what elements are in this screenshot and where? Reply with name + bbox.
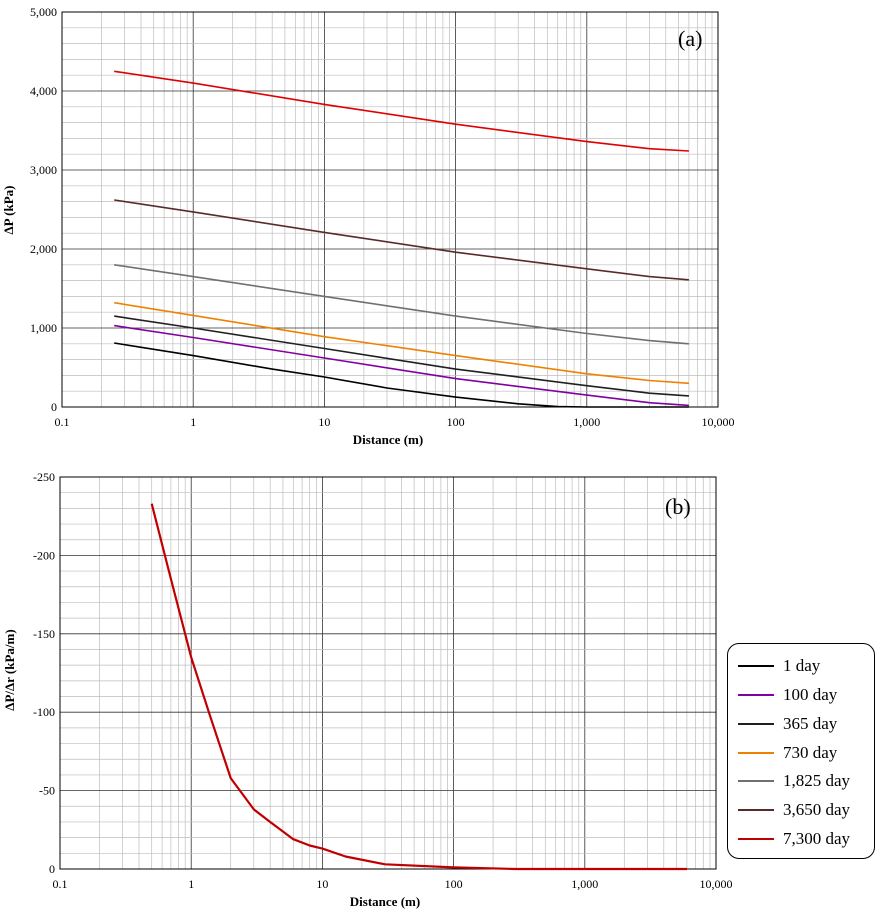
panel-a-plot-area <box>61 11 719 408</box>
panel-b-y-tick-label: -100 <box>33 705 55 719</box>
panel-a-series-100-day <box>114 324 689 407</box>
panel-b-y-tick-label: 0 <box>49 862 55 876</box>
panel-b-x-tick-label: 10,000 <box>700 877 733 891</box>
legend-item: 100 day <box>738 685 837 705</box>
panel-a-x-ticks: 0.1 1 10 100 1,000 10,000 <box>55 415 735 429</box>
legend-item: 7,300 day <box>738 829 850 849</box>
panel-a-series-1-825-day <box>114 264 689 345</box>
panel-b-x-tick-label: 10 <box>316 877 328 891</box>
panel-b-series-7-300-day <box>150 503 687 871</box>
panel-a-y-tick-label: 2,000 <box>30 242 57 256</box>
panel-a-x-tick-label: 10 <box>318 415 330 429</box>
legend-item: 730 day <box>738 743 837 763</box>
legend-item: 1 day <box>738 656 820 676</box>
panel-a-x-tick-label: 1 <box>190 415 196 429</box>
panel-b-plot-area <box>59 476 717 870</box>
legend-swatch <box>738 838 774 840</box>
panel-a-grid <box>61 11 718 408</box>
legend-item: 365 day <box>738 714 837 734</box>
panel-b-x-tick-label: 1,000 <box>571 877 598 891</box>
legend-item: 3,650 day <box>738 800 850 820</box>
panel-a-x-tick-label: 0.1 <box>55 415 70 429</box>
panel-a-x-tick-label: 10,000 <box>702 415 735 429</box>
panel-b-x-axis-label: Distance (m) <box>350 894 420 909</box>
panel-a-y-tick-label: 0 <box>51 400 57 414</box>
legend-swatch <box>738 723 774 725</box>
panel-a-y-tick-label: 4,000 <box>30 84 57 98</box>
legend-item: 1,825 day <box>738 771 850 791</box>
panel-b-y-tick-label: -200 <box>33 548 55 562</box>
panel-a-series-3-650-day <box>114 199 689 281</box>
panel-a-x-axis-label: Distance (m) <box>353 432 423 447</box>
panel-b-x-tick-label: 0.1 <box>53 877 68 891</box>
panel-b-grid <box>59 476 716 870</box>
panel-a-y-tick-label: 5,000 <box>30 5 57 19</box>
legend-label: 730 day <box>783 743 838 762</box>
panel-b-label: (b) <box>665 494 691 519</box>
panel-b-y-tick-label: -50 <box>39 784 55 798</box>
legend-label: 3,650 day <box>783 800 851 819</box>
legend-swatch <box>738 694 774 696</box>
legend-swatch <box>738 752 774 754</box>
panel-b-series <box>150 503 687 871</box>
panel-a-label: (a) <box>678 26 702 51</box>
panel-b: 0.1 1 10 100 1,000 10,000 0 -50 -100 -150 -200 -25… <box>2 470 733 909</box>
legend-label: 365 day <box>783 714 838 733</box>
panel-a-x-tick-label: 1,000 <box>573 415 600 429</box>
panel-a-series-365-day <box>114 315 689 397</box>
panel-a-series <box>114 70 689 408</box>
panel-b-y-tick-label: -250 <box>33 470 55 484</box>
legend-label: 1 day <box>783 656 821 675</box>
legend-label: 7,300 day <box>783 829 851 848</box>
panel-b-x-tick-label: 100 <box>445 877 463 891</box>
panel-a-series-730-day <box>114 301 689 385</box>
panel-a-y-axis-label: ΔP (kPa) <box>1 186 16 235</box>
legend-swatch <box>738 780 774 782</box>
panel-a-series-7-300-day <box>114 70 689 152</box>
legend-label: 1,825 day <box>783 771 851 790</box>
legend-label: 100 day <box>783 685 838 704</box>
panel-a-y-tick-label: 1,000 <box>30 321 57 335</box>
panel-a: 0.1 1 10 100 1,000 10,000 0 1,000 2,000 3,000 4,0… <box>1 5 735 447</box>
panel-a-series-1-day <box>114 342 689 408</box>
panel-a-y-tick-label: 3,000 <box>30 163 57 177</box>
panel-b-x-ticks: 0.1 1 10 100 1,000 10,000 <box>53 877 733 891</box>
panel-b-y-tick-label: -150 <box>33 627 55 641</box>
panel-a-y-ticks: 0 1,000 2,000 3,000 4,000 5,000 <box>30 5 57 414</box>
panel-b-x-tick-label: 1 <box>188 877 194 891</box>
legend-swatch <box>738 665 774 667</box>
panel-b-y-axis-label: ΔP/Δr (kPa/m) <box>2 629 17 710</box>
panel-b-y-ticks: 0 -50 -100 -150 -200 -250 <box>33 470 55 876</box>
panel-a-x-tick-label: 100 <box>447 415 465 429</box>
legend: 1 day 100 day 365 day 730 day 1,825 day … <box>727 643 875 859</box>
legend-swatch <box>738 809 774 811</box>
